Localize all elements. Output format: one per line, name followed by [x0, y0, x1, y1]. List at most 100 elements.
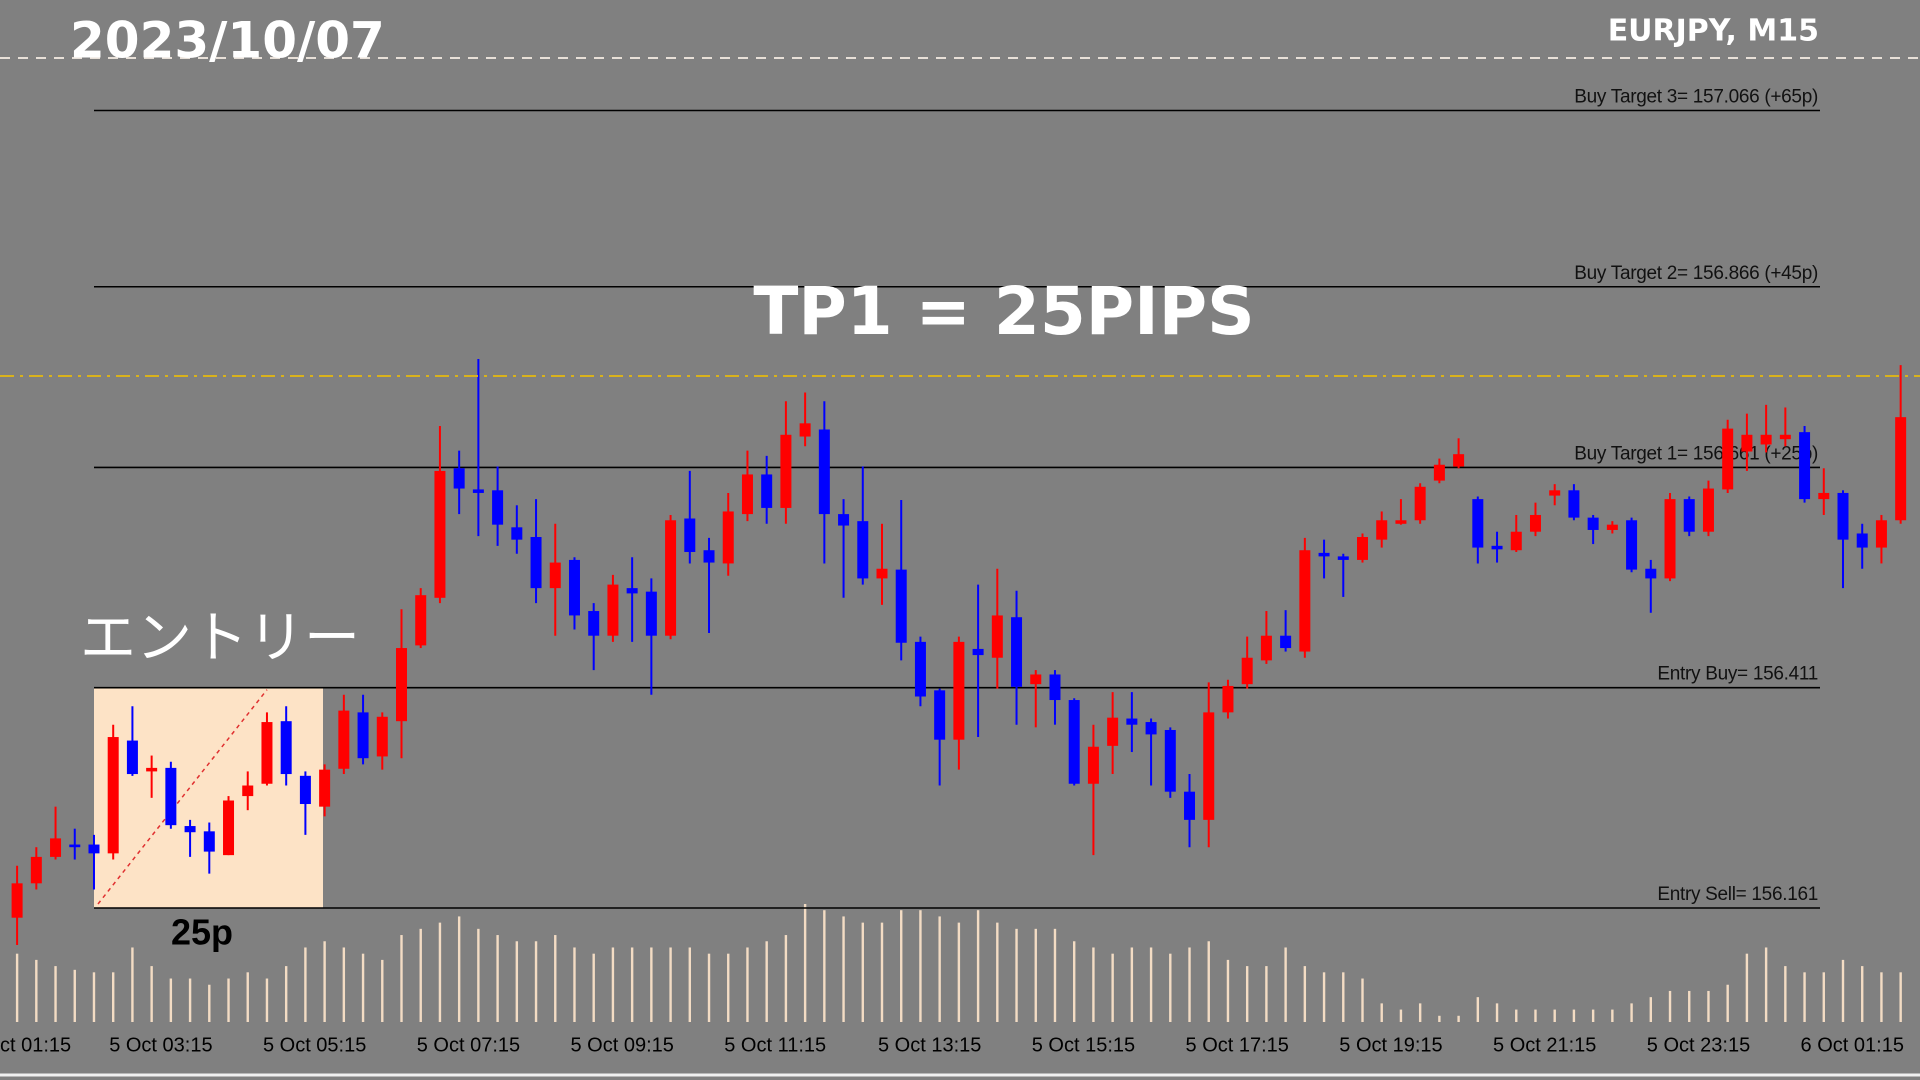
candle-body — [1549, 490, 1561, 496]
x-tick-label: 5 Oct 11:15 — [724, 1034, 826, 1056]
candle-body — [30, 856, 42, 884]
volume-bar — [1015, 928, 1018, 1022]
volume-bar — [1726, 984, 1729, 1022]
candle-body — [1606, 524, 1618, 530]
candle-body — [203, 831, 215, 852]
candles-layer — [11, 359, 1907, 946]
candle-body — [895, 569, 907, 643]
volume-bar — [1438, 1015, 1441, 1022]
volume-bar — [361, 953, 365, 1022]
volume-bar — [976, 910, 980, 1022]
candle-body — [69, 844, 81, 848]
candle-body — [1184, 791, 1196, 820]
candle-body — [1107, 717, 1119, 746]
volume-bar — [188, 978, 192, 1022]
candle-body — [607, 584, 619, 636]
volume-bar — [592, 953, 595, 1022]
candle-body — [1702, 488, 1714, 532]
candle-body — [1510, 531, 1522, 551]
candle-body — [1856, 533, 1868, 548]
level-label: Entry Sell= 156.161 — [1657, 884, 1818, 905]
candle-body — [722, 511, 734, 564]
candle-body — [1260, 635, 1272, 661]
volume-bar — [1073, 941, 1076, 1022]
volume-bar — [1534, 1009, 1537, 1022]
candle-body — [799, 423, 811, 437]
candle-body — [1241, 657, 1253, 685]
volume-bar — [323, 941, 326, 1022]
candle-body — [780, 434, 792, 508]
candle-body — [1453, 454, 1465, 467]
volume-bar — [1130, 947, 1134, 1022]
candle-body — [1818, 492, 1830, 500]
candle-body — [1875, 520, 1887, 548]
candle-body — [280, 721, 292, 775]
candle-body — [511, 527, 523, 540]
candle-body — [126, 740, 138, 775]
x-tick-label: 5 Oct 13:15 — [878, 1034, 981, 1056]
volume-bar — [1380, 1003, 1383, 1022]
candle-body — [396, 648, 407, 722]
volume-bar — [611, 947, 615, 1022]
volume-bar — [1707, 990, 1710, 1022]
volume-bar — [1591, 1009, 1595, 1022]
candle-body — [568, 559, 580, 616]
volume-bar — [1303, 966, 1307, 1022]
volume-bar — [823, 910, 826, 1022]
candle-body — [1145, 722, 1157, 735]
candle-body — [376, 716, 388, 757]
volume-bar — [554, 935, 557, 1022]
tp-annotation: TP1 = 25PIPS — [753, 273, 1254, 350]
x-tick-label: 5 Oct 15:15 — [1032, 1034, 1135, 1056]
volume-bar — [265, 978, 269, 1022]
x-tick-label: 5 Oct 09:15 — [570, 1034, 673, 1056]
volume-bar — [1784, 966, 1787, 1022]
level-label: Entry Buy= 156.411 — [1657, 664, 1818, 685]
candle-body — [1203, 712, 1215, 820]
candle-body — [645, 591, 657, 636]
volume-bar — [803, 904, 807, 1022]
chart-title: 2023/10/07 — [70, 12, 385, 70]
volume-bar — [35, 959, 38, 1022]
volume-bar — [131, 947, 134, 1022]
candle-body — [1722, 428, 1734, 490]
volume-bar — [1111, 953, 1114, 1022]
volume-bar — [727, 953, 730, 1022]
x-tick-label: 5 Oct 17:15 — [1186, 1034, 1289, 1056]
candle-body — [107, 737, 119, 854]
candle-body — [434, 470, 446, 598]
volume-bar — [169, 978, 173, 1022]
volume-bar — [1399, 1009, 1403, 1022]
candle-body — [588, 611, 600, 636]
level-label: Buy Target 1= 156.661 (+25p) — [1574, 443, 1818, 464]
candle-body — [1491, 545, 1503, 550]
candle-body — [184, 826, 196, 833]
level-label: Buy Target 2= 156.866 (+45p) — [1574, 263, 1818, 284]
candle-body — [146, 767, 158, 772]
volume-bar — [457, 916, 461, 1022]
candle-body — [857, 521, 869, 579]
candle-body — [1472, 499, 1484, 548]
volume-bar — [1841, 959, 1845, 1022]
volume-bar — [208, 984, 211, 1022]
x-tick-label: 6 Oct 01:15 — [1801, 1034, 1904, 1056]
candle-body — [1299, 550, 1311, 652]
candle-body — [818, 429, 830, 515]
volume-bar — [938, 916, 941, 1022]
candle-body — [953, 641, 965, 740]
candle-body — [1222, 685, 1234, 713]
candle-body — [319, 769, 331, 807]
candle-body — [1799, 432, 1811, 500]
volume-bar — [630, 947, 634, 1022]
volume-bar — [1822, 972, 1825, 1022]
volume-bar — [1284, 947, 1287, 1022]
volume-bar — [1188, 947, 1191, 1022]
candle-body — [415, 595, 427, 646]
candle-body — [11, 883, 23, 918]
candle-body — [1068, 700, 1080, 784]
candle-body — [1030, 674, 1042, 685]
volume-bar — [880, 922, 884, 1022]
volume-bar — [669, 947, 672, 1022]
volume-bar — [515, 941, 519, 1022]
